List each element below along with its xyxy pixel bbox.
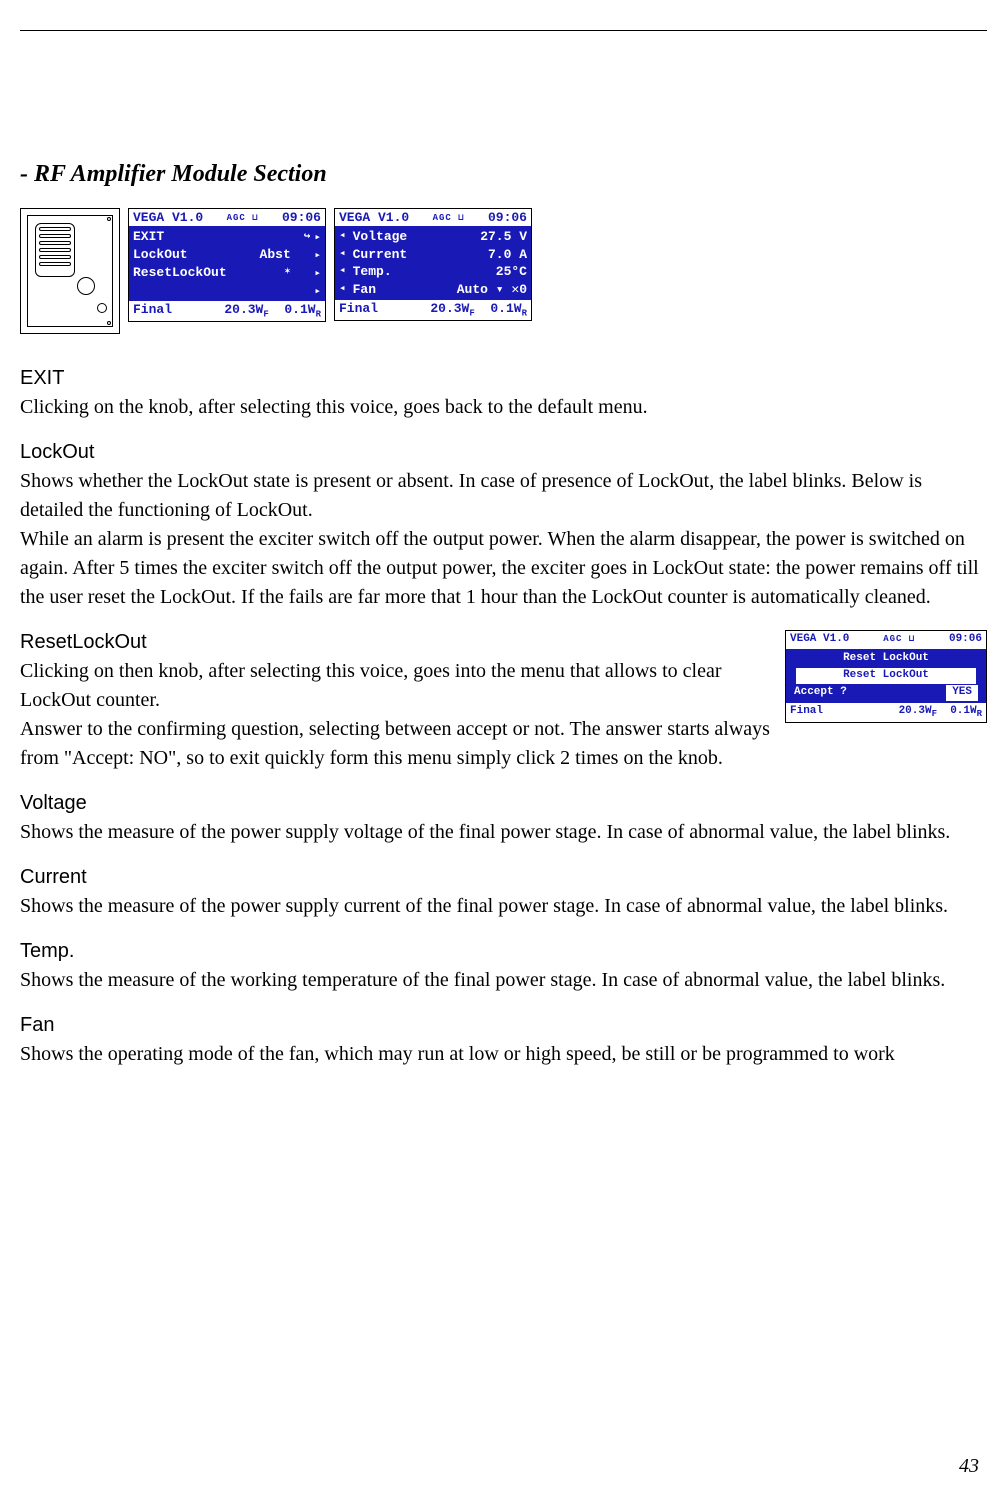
- lcd2-footer-mid: 20.3W: [430, 301, 469, 316]
- lcd1-footer-right-sub: R: [316, 310, 321, 320]
- top-rule: [20, 30, 987, 31]
- lcd-screens-row: VEGA V1.0 AGC ⊔ 09:06 EXIT ↪ LockOut Abs…: [20, 208, 987, 334]
- voltage-body: Shows the measure of the power supply vo…: [20, 818, 987, 847]
- section-resetlockout: VEGA V1.0 AGC ⊔ 09:06 Reset LockOut Rese…: [20, 628, 987, 773]
- lcd3-title1: Reset LockOut: [788, 651, 984, 667]
- temp-body: Shows the measure of the working tempera…: [20, 966, 987, 995]
- arrow-right-icon: [314, 228, 321, 246]
- lcd-screen-3: VEGA V1.0 AGC ⊔ 09:06 Reset LockOut Rese…: [785, 630, 987, 723]
- lcd2-footer-right-sub: R: [522, 309, 527, 319]
- lockout-body1: Shows whether the LockOut state is prese…: [20, 467, 987, 525]
- lcd3-title2: Reset LockOut: [796, 668, 976, 684]
- lcd2-footer-left: Final: [339, 301, 378, 319]
- resetlockout-body2: Answer to the confirming question, selec…: [20, 715, 987, 773]
- lcd2-row0-label: Voltage: [353, 228, 408, 246]
- lcd3-footer: Final 20.3WF 0.1WR: [786, 703, 986, 722]
- section-exit: EXIT Clicking on the knob, after selecti…: [20, 364, 987, 422]
- lcd2-body: Voltage 27.5 V Current 7.0 A Temp. 25°C …: [335, 226, 531, 300]
- lcd1-row1-label: LockOut: [133, 246, 188, 264]
- lcd2-row1-value: 7.0 A: [488, 246, 527, 264]
- lcd2-row0-value: 27.5 V: [480, 228, 527, 246]
- lcd3-footer-mid-sub: F: [932, 709, 937, 719]
- lcd3-header: VEGA V1.0 AGC ⊔ 09:06: [786, 631, 986, 649]
- asterisk-icon: ✶: [284, 265, 291, 280]
- lcd2-footer-mid-sub: F: [469, 309, 474, 319]
- lcd1-header-mid: AGC ⊔: [227, 213, 259, 223]
- lockout-heading: LockOut: [20, 438, 987, 467]
- lcd3-footer-mid: 20.3W: [899, 705, 932, 717]
- lcd1-footer-mid: 20.3W: [224, 302, 263, 317]
- lcd3-footer-right: 0.1W: [950, 705, 976, 717]
- lcd-screen-2: VEGA V1.0 AGC ⊔ 09:06 Voltage 27.5 V Cur…: [334, 208, 532, 321]
- lcd3-header-mid: AGC ⊔: [883, 633, 915, 646]
- lcd2-header: VEGA V1.0 AGC ⊔ 09:06: [335, 209, 531, 226]
- lcd2-footer: Final 20.3WF 0.1WR: [335, 300, 531, 320]
- lcd3-header-right: 09:06: [949, 632, 982, 648]
- fan-body: Shows the operating mode of the fan, whi…: [20, 1040, 987, 1069]
- lcd3-footer-left: Final: [790, 704, 823, 721]
- lcd3-header-left: VEGA V1.0: [790, 632, 849, 648]
- lcd2-footer-right: 0.1W: [490, 301, 521, 316]
- voltage-heading: Voltage: [20, 789, 987, 818]
- lcd1-header-right: 09:06: [282, 210, 321, 225]
- lcd3-footer-right-sub: R: [977, 709, 982, 719]
- section-current: Current Shows the measure of the power s…: [20, 863, 987, 921]
- exit-body: Clicking on the knob, after selecting th…: [20, 393, 987, 422]
- lcd3-accept-value: YES: [946, 685, 978, 701]
- lcd-screen-1: VEGA V1.0 AGC ⊔ 09:06 EXIT ↪ LockOut Abs…: [128, 208, 326, 322]
- lcd1-header: VEGA V1.0 AGC ⊔ 09:06: [129, 209, 325, 226]
- fan-heading: Fan: [20, 1011, 987, 1040]
- page-number: 43: [959, 1455, 979, 1478]
- lcd2-header-right: 09:06: [488, 210, 527, 225]
- lcd2-row2-label: Temp.: [353, 263, 392, 281]
- lcd1-header-left: VEGA V1.0: [133, 210, 203, 225]
- section-temp: Temp. Shows the measure of the working t…: [20, 937, 987, 995]
- lcd2-header-mid: AGC ⊔: [433, 213, 465, 223]
- amplifier-module-icon: [20, 208, 120, 334]
- lcd1-row2-label: ResetLockOut: [133, 264, 227, 282]
- lcd3-body: Reset LockOut Reset LockOut Accept ? YES: [786, 649, 986, 703]
- lcd2-header-left: VEGA V1.0: [339, 210, 409, 225]
- lcd2-row1-label: Current: [353, 246, 408, 264]
- lcd1-footer: Final 20.3WF 0.1WR: [129, 301, 325, 321]
- lockout-body2: While an alarm is present the exciter sw…: [20, 525, 987, 612]
- exit-icon: ↪: [304, 230, 311, 245]
- arrow-right-icon: [314, 264, 321, 282]
- lcd1-row1-value: Abst: [260, 246, 291, 264]
- temp-heading: Temp.: [20, 937, 987, 966]
- lcd1-footer-left: Final: [133, 302, 172, 320]
- section-title: - RF Amplifier Module Section: [20, 161, 987, 188]
- section-fan: Fan Shows the operating mode of the fan,…: [20, 1011, 987, 1069]
- section-voltage: Voltage Shows the measure of the power s…: [20, 789, 987, 847]
- lcd1-footer-mid-sub: F: [263, 310, 268, 320]
- lcd2-row3-label: Fan: [353, 281, 376, 299]
- arrow-right-icon: [314, 246, 321, 264]
- lcd2-row3-value: Auto ▾ ✕0: [457, 281, 527, 299]
- lcd3-accept-label: Accept ?: [794, 685, 847, 701]
- lcd2-row2-value: 25°C: [496, 263, 527, 281]
- arrow-right-icon: [314, 282, 321, 300]
- lcd1-body: EXIT ↪ LockOut Abst ResetLockOut ✶: [129, 226, 325, 301]
- section-lockout: LockOut Shows whether the LockOut state …: [20, 438, 987, 612]
- exit-heading: EXIT: [20, 364, 987, 393]
- current-heading: Current: [20, 863, 987, 892]
- lcd1-row0-label: EXIT: [133, 228, 164, 246]
- current-body: Shows the measure of the power supply cu…: [20, 892, 987, 921]
- lcd1-footer-right: 0.1W: [284, 302, 315, 317]
